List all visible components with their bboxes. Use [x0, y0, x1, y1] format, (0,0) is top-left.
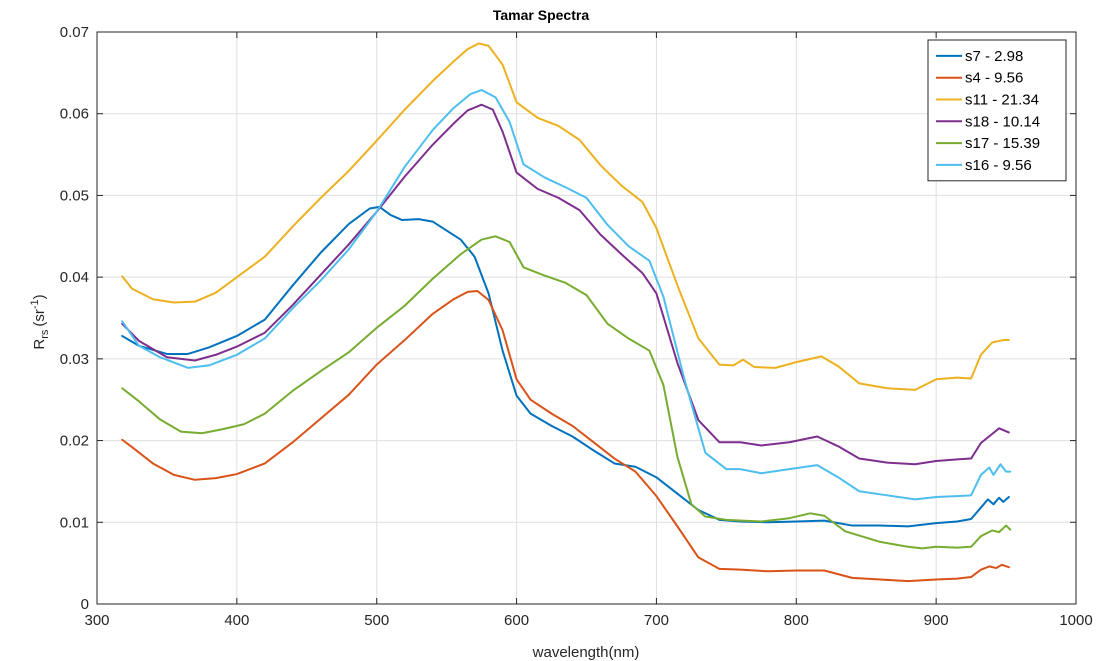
- x-tick-label: 700: [644, 612, 669, 629]
- y-tick-label: 0.04: [60, 269, 89, 286]
- y-tick-label: 0.05: [60, 187, 89, 204]
- series-line: [121, 205, 1010, 528]
- legend-box: [927, 39, 1067, 182]
- y-tick-label: 0: [81, 596, 89, 613]
- y-axis-label: Rrs (sr-1): [29, 294, 51, 349]
- y-tick-labels: 0 0.01 0.02 0.03 0.04 0.05 0.06 0.07: [60, 24, 89, 613]
- y-axis-label-main: R: [31, 339, 48, 350]
- plot-border: [96, 31, 1077, 605]
- axis-ticks: [96, 31, 1077, 605]
- series-line: [121, 290, 1010, 583]
- x-tick-label: 300: [84, 612, 109, 629]
- y-axis-label-unit-open: (sr: [31, 309, 48, 327]
- y-axis-label-unit-close: ): [31, 294, 48, 299]
- y-tick-label: 0.02: [60, 433, 89, 450]
- legend: s7 - 2.98 s4 - 9.56 s11 - 21.34 s18 - 10.14…: [927, 39, 1067, 182]
- series-line: [121, 235, 1012, 550]
- legend-label: s17 - 15.39: [965, 135, 1040, 152]
- legend-label: s16 - 9.56: [965, 157, 1032, 174]
- legend-label: s18 - 10.14: [965, 113, 1040, 130]
- series-line: [121, 103, 1010, 466]
- series-line: [121, 89, 1012, 501]
- x-axis-label: wavelength(nm): [532, 644, 640, 661]
- y-tick-label: 0.01: [60, 514, 89, 531]
- x-tick-labels: 300 400 500 600 700 800 900 1000: [84, 612, 1092, 629]
- plot-area: [97, 32, 1076, 604]
- legend-label: s7 - 2.98: [965, 48, 1023, 65]
- y-axis-label-sub: rs: [39, 329, 51, 339]
- y-tick-label: 0.03: [60, 351, 89, 368]
- x-tick-label: 900: [924, 612, 949, 629]
- series-lines: [121, 42, 1012, 583]
- legend-label: s4 - 9.56: [965, 70, 1023, 87]
- y-tick-label: 0.06: [60, 106, 89, 123]
- x-tick-label: 500: [364, 612, 389, 629]
- x-tick-label: 800: [784, 612, 809, 629]
- y-axis-label-unit-sup: -1: [29, 299, 41, 309]
- legend-entries: s7 - 2.98 s4 - 9.56 s11 - 21.34 s18 - 10.14…: [936, 48, 1040, 174]
- x-tick-label: 600: [504, 612, 529, 629]
- x-tick-label: 400: [224, 612, 249, 629]
- series-line: [121, 42, 1010, 391]
- y-tick-label: 0.07: [60, 24, 89, 41]
- x-tick-label: 1000: [1059, 612, 1092, 629]
- chart-title: Tamar Spectra: [493, 7, 589, 23]
- legend-label: s11 - 21.34: [965, 92, 1039, 109]
